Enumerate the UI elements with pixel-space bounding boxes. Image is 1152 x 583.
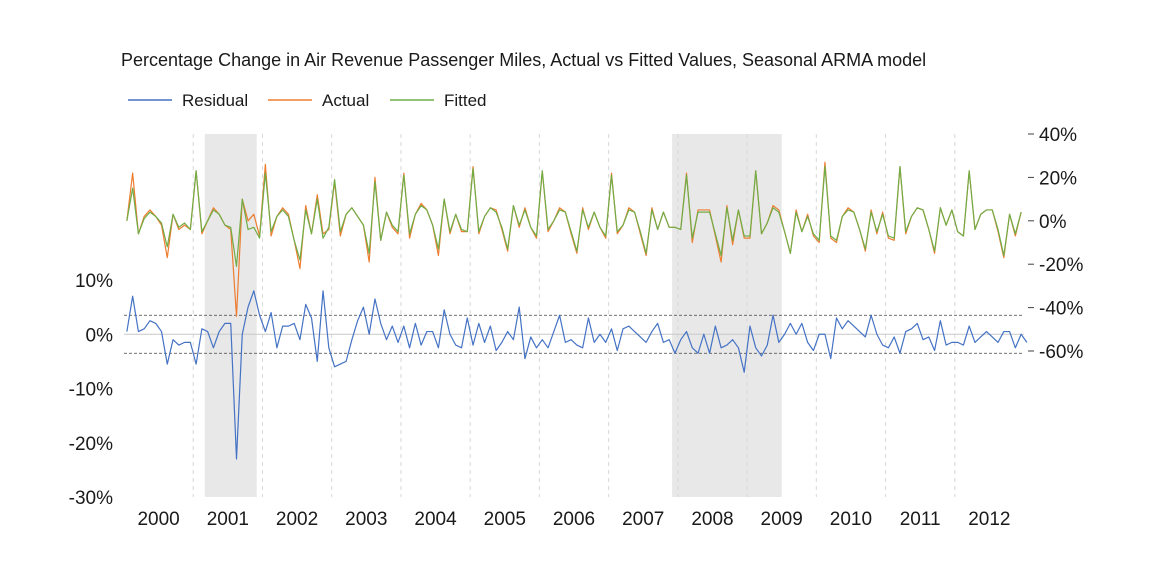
- series-lines: [126, 161, 1028, 460]
- legend-label-residual: Residual: [182, 91, 248, 110]
- x-tick-label-2009: 2009: [761, 509, 803, 530]
- left-tick-label: 0%: [86, 325, 114, 346]
- x-tick-label-2004: 2004: [414, 509, 457, 530]
- x-axis: 2000 2001 2002 2003 2004 2005 2006 2007 2008 2009…: [137, 509, 1010, 530]
- series-line-actual: [126, 161, 1022, 317]
- x-tick-label-2001: 2001: [207, 509, 249, 530]
- series-line-residual: [126, 290, 1028, 460]
- legend-label-actual: Actual: [322, 91, 369, 110]
- right-tick-label: -40%: [1039, 299, 1083, 320]
- right-axis: 40% 20% 0% -20% -40% -60%: [1028, 125, 1083, 363]
- chart-title: Percentage Change in Air Revenue Passeng…: [121, 50, 926, 70]
- x-tick-label-2006: 2006: [553, 509, 595, 530]
- left-tick-label: -20%: [69, 434, 113, 455]
- x-tick-label-2012: 2012: [968, 509, 1010, 530]
- x-tick-label-2007: 2007: [622, 509, 664, 530]
- left-tick-label: 10%: [75, 271, 113, 292]
- x-tick-label-2003: 2003: [345, 509, 387, 530]
- x-tick-label-2008: 2008: [691, 509, 733, 530]
- left-tick-label: -30%: [69, 488, 113, 509]
- x-tick-label-2000: 2000: [137, 509, 179, 530]
- right-tick-label: -20%: [1039, 255, 1083, 276]
- right-tick-label: -60%: [1039, 342, 1083, 363]
- legend-label-fitted: Fitted: [444, 91, 487, 110]
- legend: Residual Actual Fitted: [128, 91, 487, 110]
- left-tick-label: -10%: [69, 380, 113, 401]
- x-tick-label-2011: 2011: [900, 509, 941, 530]
- left-axis: 10% 0% -10% -20% -30%: [69, 271, 113, 509]
- x-tick-label-2005: 2005: [484, 509, 526, 530]
- series-line-fitted: [126, 165, 1022, 267]
- right-tick-label: 40%: [1039, 125, 1077, 146]
- residual-band: [124, 314, 1024, 354]
- right-tick-label: 0%: [1039, 212, 1067, 233]
- x-tick-label-2010: 2010: [830, 509, 872, 530]
- right-tick-label: 20%: [1039, 168, 1077, 189]
- x-tick-label-2002: 2002: [276, 509, 318, 530]
